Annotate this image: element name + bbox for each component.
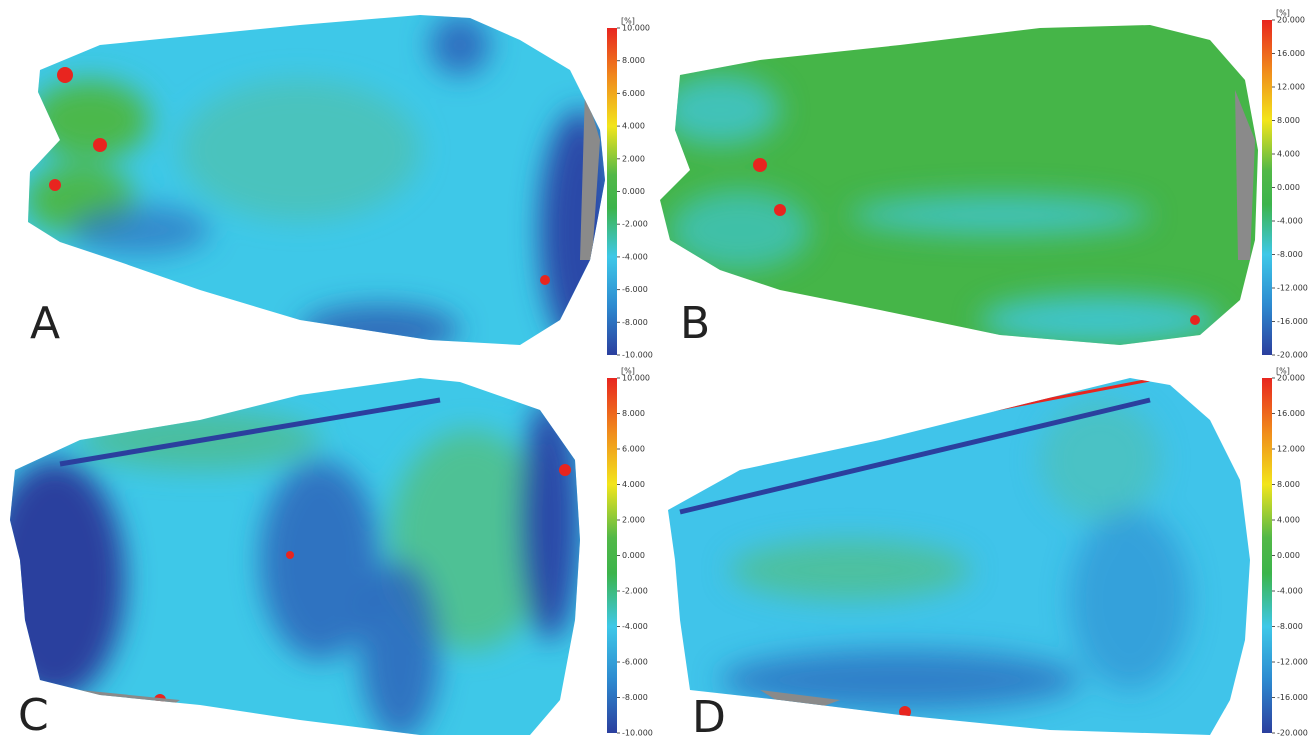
tick-label: 8.000 [1277, 480, 1300, 489]
tick-label: -8.000 [1277, 622, 1303, 631]
panel-label: C [18, 690, 49, 738]
tick-label: -16.000 [1277, 693, 1308, 702]
tick-label: 20.000 [1277, 374, 1305, 383]
panel-label: B [680, 298, 710, 349]
tick-label: -16.000 [1277, 317, 1308, 326]
panel-label: A [30, 298, 60, 349]
colorbar [607, 378, 617, 733]
tick-label: 2.000 [622, 154, 645, 163]
tick-label: -4.000 [622, 622, 648, 631]
tick-label: 16.000 [1277, 49, 1305, 58]
strain-map-c [10, 378, 580, 735]
tick-label: -10.000 [622, 729, 653, 738]
tick-label: -20.000 [1277, 351, 1308, 360]
tick-label: -8.000 [622, 693, 648, 702]
tick-label: 4.000 [1277, 150, 1300, 159]
tick-label: 4.000 [1277, 516, 1300, 525]
tick-label: 8.000 [622, 56, 645, 65]
tick-label: 8.000 [1277, 116, 1300, 125]
tick-label: 0.000 [622, 551, 645, 560]
tick-label: -12.000 [1277, 284, 1308, 293]
tick-label: -2.000 [622, 220, 648, 229]
tick-label: 4.000 [622, 480, 645, 489]
tick-label: 20.000 [1277, 16, 1305, 25]
tick-label: -12.000 [1277, 658, 1308, 667]
tick-label: -4.000 [1277, 217, 1303, 226]
tick-label: -8.000 [622, 318, 648, 327]
tick-label: 12.000 [1277, 445, 1305, 454]
tick-label: -10.000 [622, 351, 653, 360]
tick-label: 0.000 [1277, 183, 1300, 192]
panel-label: D [692, 692, 726, 738]
strain-map-d [668, 378, 1250, 735]
strain-map-a [28, 15, 605, 345]
colorbar-unit: [%] [621, 17, 635, 26]
tick-label: 0.000 [622, 187, 645, 196]
tick-label: 0.000 [1277, 551, 1300, 560]
tick-label: 10.000 [622, 24, 650, 33]
tick-label: -8.000 [1277, 250, 1303, 259]
tick-label: -20.000 [1277, 729, 1308, 738]
tick-label: 4.000 [622, 122, 645, 131]
tick-label: 6.000 [622, 445, 645, 454]
tick-label: 8.000 [622, 409, 645, 418]
strain-map-b [660, 25, 1258, 345]
tick-label: 10.000 [622, 374, 650, 383]
tick-label: -6.000 [622, 658, 648, 667]
tick-label: -2.000 [622, 587, 648, 596]
tick-label: 12.000 [1277, 83, 1305, 92]
annotations: A[%]10.0008.0006.0004.0002.0000.000-2.00… [18, 9, 1308, 738]
tick-label: 6.000 [622, 89, 645, 98]
colorbar [1262, 378, 1272, 733]
colorbar [1262, 20, 1272, 355]
tick-label: -6.000 [622, 285, 648, 294]
colorbar-unit: [%] [621, 367, 635, 376]
colorbar-unit: [%] [1276, 9, 1290, 18]
colorbar-unit: [%] [1276, 367, 1290, 376]
tick-label: -4.000 [1277, 587, 1303, 596]
tick-label: 16.000 [1277, 409, 1305, 418]
tick-label: 2.000 [622, 516, 645, 525]
tick-label: -4.000 [622, 252, 648, 261]
colorbar [607, 28, 617, 355]
